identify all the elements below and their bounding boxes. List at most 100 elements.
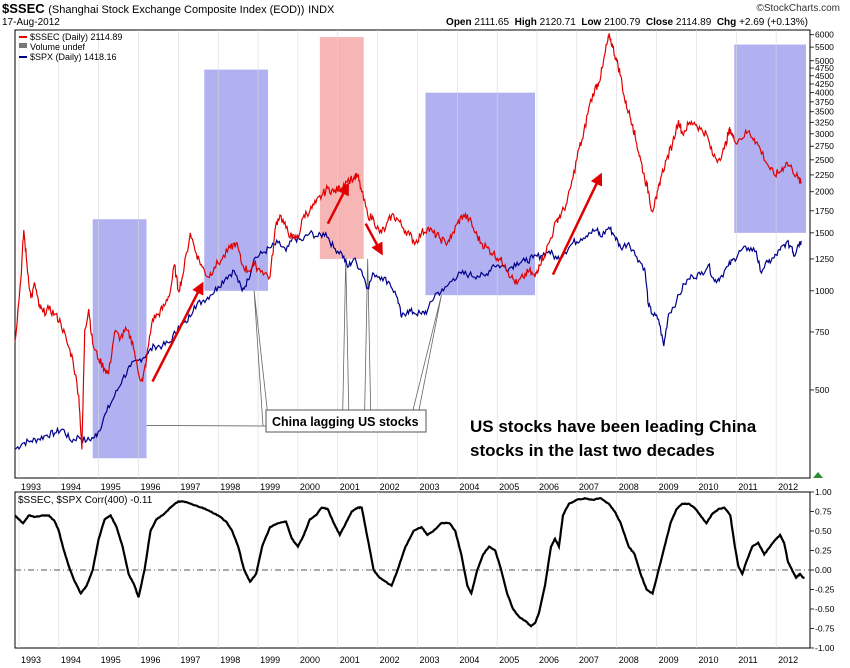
corr-x-tick-2012: 2012 <box>778 655 798 665</box>
main-x-axis-labels: 1993 1994 1995 1996 1997 1998 1999 2000 2001 2002… <box>21 482 798 492</box>
x-tick-2011: 2011 <box>738 482 757 492</box>
y-tick-750: 750 <box>815 327 829 337</box>
chart-date: 17-Aug-2012 <box>2 17 60 28</box>
x-tick-1999: 1999 <box>260 482 280 492</box>
corr-x-tick-2007: 2007 <box>579 655 599 665</box>
corr-y-axis-ticks: 1.00 0.75 0.50 0.25 0.00 -0.25 -0.50 -0.75 -1.00 <box>810 487 835 653</box>
corr-y-tick-0.50: 0.50 <box>815 526 832 536</box>
corr-y-tick-0.00: 0.00 <box>815 565 832 575</box>
x-tick-2010: 2010 <box>698 482 718 492</box>
ssec-series-line <box>14 33 802 450</box>
chg-label: Chg <box>716 17 737 28</box>
y-tick-3750: 3750 <box>815 97 834 107</box>
main-panel-frame <box>14 29 811 479</box>
legend-spx: $SPX (Daily) 1418.16 <box>30 52 117 62</box>
y-tick-1750: 1750 <box>815 206 834 216</box>
y-tick-2000: 2000 <box>815 187 834 197</box>
corr-y-tick-0.75: 0.75 <box>815 507 832 517</box>
x-tick-2005: 2005 <box>499 482 519 492</box>
y-tick-3250: 3250 <box>815 117 834 127</box>
corr-x-tick-2006: 2006 <box>539 655 559 665</box>
watermark: ©StockCharts.com <box>756 3 840 14</box>
y-tick-6000: 6000 <box>815 30 834 40</box>
y-tick-4500: 4500 <box>815 71 834 81</box>
high-label: High <box>514 17 537 28</box>
corr-x-tick-1995: 1995 <box>101 655 121 665</box>
corr-y-tick--1.00: -1.00 <box>815 643 835 653</box>
x-tick-2002: 2002 <box>380 482 400 492</box>
shaded-period-3 <box>319 37 364 259</box>
y-tick-4250: 4250 <box>815 79 834 89</box>
y-tick-3500: 3500 <box>815 107 834 117</box>
main-y-axis-ticks: 6000 5500 50004750450042504000375035003250… <box>810 30 834 395</box>
symbol: $SSEC <box>2 1 45 16</box>
corr-x-tick-2008: 2008 <box>619 655 639 665</box>
y-tick-500: 500 <box>815 385 829 395</box>
y-tick-3000: 3000 <box>815 129 834 139</box>
x-tick-1998: 1998 <box>220 482 240 492</box>
legend-volume: Volume undef <box>30 42 86 52</box>
x-tick-2004: 2004 <box>459 482 479 492</box>
trend-arrows <box>151 172 603 383</box>
corr-x-tick-1996: 1996 <box>141 655 161 665</box>
spx-series-line <box>14 225 802 451</box>
high-value: 2120.71 <box>539 17 576 28</box>
legend-ssec: $SSEC (Daily) 2114.89 <box>30 32 122 42</box>
chart-symbol-title: $SSEC (Shanghai Stock Exchange Composite… <box>2 1 334 16</box>
corr-y-tick--0.75: -0.75 <box>815 624 835 634</box>
shaded-periods <box>92 37 807 459</box>
callout-box: China lagging US stocks <box>265 409 427 433</box>
y-tick-2500: 2500 <box>815 155 834 165</box>
chg-value: +2.69 (+0.13%) <box>739 17 808 28</box>
legend: $SSEC (Daily) 2114.89 Volume undef $SPX … <box>19 32 122 62</box>
shaded-period-4 <box>425 92 536 296</box>
callout-text: China lagging US stocks <box>272 415 419 429</box>
legend-volume-swatch <box>19 43 27 48</box>
shaded-period-5 <box>734 44 807 233</box>
corr-x-tick-2011: 2011 <box>738 655 757 665</box>
x-tick-2001: 2001 <box>340 482 360 492</box>
trend-arrow-2 <box>326 182 349 225</box>
close-label: Close <box>645 17 674 28</box>
x-tick-1993: 1993 <box>21 482 41 492</box>
x-tick-2009: 2009 <box>659 482 679 492</box>
x-tick-2007: 2007 <box>579 482 599 492</box>
y-tick-4000: 4000 <box>815 88 834 98</box>
corr-panel-title: $SSEC, $SPX Corr(400) -0.11 <box>18 495 153 506</box>
corr-x-tick-2005: 2005 <box>499 655 519 665</box>
corr-y-tick--0.50: -0.50 <box>815 604 835 614</box>
correlation-panel: 1.00 0.75 0.50 0.25 0.00 -0.25 -0.50 -0.75 -1.00… <box>14 487 835 653</box>
callout-box-bg <box>265 409 427 433</box>
corr-y-tick-0.25: 0.25 <box>815 546 832 556</box>
y-tick-5500: 5500 <box>815 42 834 52</box>
low-label: Low <box>581 17 602 28</box>
corr-x-tick-1999: 1999 <box>260 655 280 665</box>
x-tick-2006: 2006 <box>539 482 559 492</box>
low-value: 2100.79 <box>604 17 641 28</box>
corr-x-tick-2001: 2001 <box>340 655 360 665</box>
corr-x-tick-1997: 1997 <box>180 655 200 665</box>
x-tick-1995: 1995 <box>101 482 121 492</box>
corr-x-tick-2009: 2009 <box>659 655 679 665</box>
y-tick-2750: 2750 <box>815 141 834 151</box>
corr-x-tick-2000: 2000 <box>300 655 320 665</box>
annotation-line-1: US stocks have been leading China <box>470 417 757 436</box>
y-tick-1000: 1000 <box>815 286 834 296</box>
y-tick-1250: 1250 <box>815 254 834 264</box>
corr-x-tick-1994: 1994 <box>61 655 81 665</box>
callout-lines <box>146 258 442 427</box>
x-tick-2000: 2000 <box>300 482 320 492</box>
open-label: Open <box>446 17 472 28</box>
ohlc-bar: Open 2111.65 High 2120.71 Low 2100.79 Cl… <box>446 17 808 28</box>
open-value: 2111.65 <box>474 17 510 28</box>
y-tick-1500: 1500 <box>815 228 834 238</box>
y-tick-5000: 5000 <box>815 56 834 66</box>
x-tick-1996: 1996 <box>141 482 161 492</box>
y-tick-2250: 2250 <box>815 170 834 180</box>
corr-x-tick-1993: 1993 <box>21 655 41 665</box>
corr-x-tick-2004: 2004 <box>459 655 479 665</box>
main-annotation: US stocks have been leading China stocks… <box>470 417 761 460</box>
x-tick-2012: 2012 <box>778 482 798 492</box>
x-tick-2003: 2003 <box>419 482 439 492</box>
